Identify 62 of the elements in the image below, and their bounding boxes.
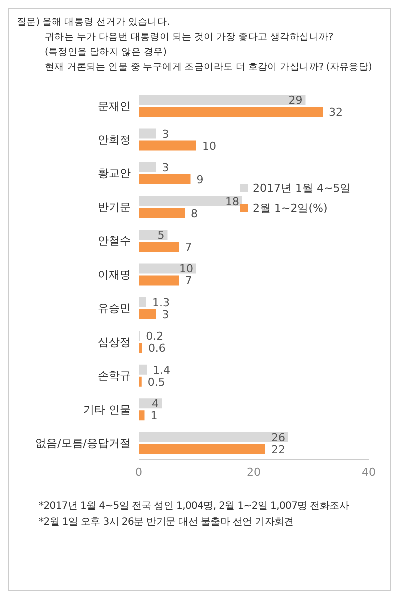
bar (139, 95, 306, 106)
bar (139, 107, 323, 118)
data-label: 7 (185, 240, 192, 254)
y-tick-label: 안철수 (98, 234, 131, 248)
data-label: 1.3 (152, 296, 170, 310)
bar (139, 444, 266, 454)
data-label: 32 (329, 106, 343, 120)
bar (139, 297, 146, 308)
bar (139, 208, 185, 218)
chart-title: 질문) 올해 대통령 선거가 있습니다. (17, 16, 171, 30)
bar (139, 140, 196, 151)
x-tick-label: 20 (247, 466, 261, 479)
bar (139, 432, 288, 442)
y-tick-label: 기타 인물 (84, 403, 131, 416)
bar (139, 242, 180, 252)
data-label: 0.2 (146, 330, 164, 344)
bar (139, 410, 145, 421)
bar (139, 309, 156, 320)
data-label: 8 (191, 207, 198, 220)
data-label: 10 (202, 140, 216, 153)
y-tick-label: 손학규 (98, 370, 131, 383)
bar (139, 162, 156, 173)
text: *2017년 1월 4~5일 전국 성인 1,004명, 2월 1~2일 1,007명 전화조사 (39, 500, 350, 514)
data-label: 1 (150, 410, 158, 423)
bar (139, 230, 168, 240)
y-tick-label: 이재명 (98, 268, 131, 282)
y-tick-label: 반기문 (98, 200, 131, 214)
data-label: 1.4 (153, 364, 171, 377)
data-label: 10 (180, 262, 194, 276)
data-label: 26 (272, 431, 286, 444)
data-label: 22 (272, 443, 286, 456)
y-tick-label: 심상정 (98, 336, 131, 349)
data-label: 0.6 (148, 342, 166, 356)
data-label: 7 (185, 274, 192, 288)
data-label: 5 (158, 228, 165, 242)
bar (139, 196, 242, 206)
data-label: 0.5 (148, 376, 166, 389)
data-label: 4 (152, 398, 159, 411)
data-label: 3 (162, 162, 170, 175)
data-label: 3 (162, 128, 170, 141)
x-tick-label: 40 (362, 466, 376, 479)
legend-label: 2017년 1월 4~5일 (252, 181, 352, 197)
bar (139, 376, 142, 387)
data-label: 18 (226, 195, 240, 208)
bar (139, 174, 191, 185)
chart-subtitle: 귀하는 누가 다음번 대통령이 되는 것이 가장 좋다고 생각하십니까? (특정인을 답하지 않은 경우) 현재 거론되는 인물 중 누구에게 조금이라도 더 호감이 가십니까? (자유응답) (44, 31, 374, 75)
y-tick-label: 문재인 (98, 100, 131, 113)
bar (139, 364, 148, 375)
y-tick-label: 황교안 (98, 167, 131, 180)
bar (139, 276, 180, 286)
y-tick-label: 유승민 (98, 302, 131, 316)
bar (139, 343, 142, 354)
x-tick-label: 0 (136, 466, 142, 479)
data-label: 3 (162, 308, 170, 322)
legend-label: 2월 1~2일(%) (252, 201, 329, 217)
y-tick-label: 없음/모름/응답거절 (36, 437, 131, 450)
bar (139, 128, 156, 139)
text: *2월 1일 오후 3시 26분 반기문 대선 불출마 선언 기자회견 (39, 516, 295, 530)
bar (139, 264, 196, 274)
y-tick-label: 안희정 (98, 133, 131, 146)
data-label: 9 (196, 174, 204, 187)
data-label: 29 (288, 94, 303, 108)
